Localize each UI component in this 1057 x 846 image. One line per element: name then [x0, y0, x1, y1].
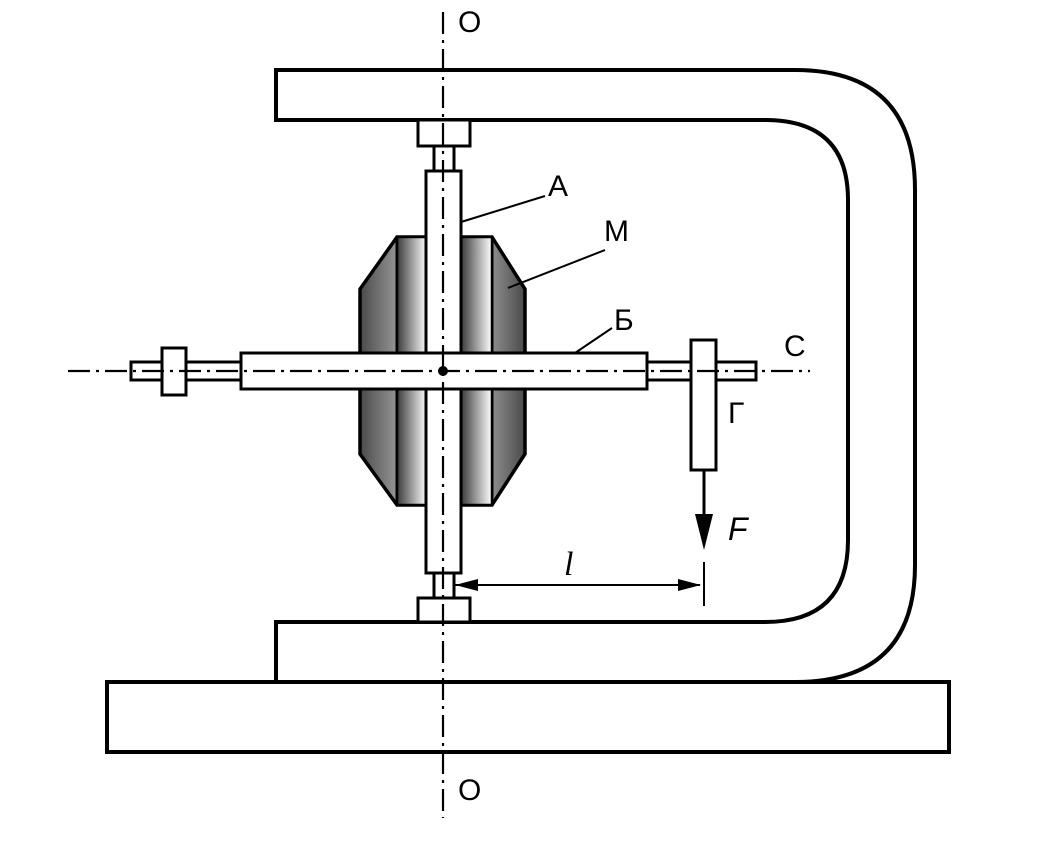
force-arrowhead: [695, 514, 713, 550]
label-axis-right: C: [784, 330, 806, 363]
center-point: [438, 366, 448, 376]
weight-g: [691, 340, 716, 470]
label-part-b: Б: [614, 304, 634, 337]
label-axis-top: O: [458, 6, 481, 39]
base-plate: [107, 682, 949, 752]
lever-arm-arrow-right: [678, 579, 701, 591]
leader-line-b: [575, 328, 612, 353]
label-part-g: Г: [728, 397, 744, 430]
leader-line-m: [508, 250, 605, 288]
lever-arm-arrow-left: [455, 579, 478, 591]
leader-line-a: [461, 196, 545, 222]
label-part-m: М: [604, 215, 629, 248]
label-force: F: [728, 511, 750, 547]
label-part-a: А: [548, 170, 568, 203]
label-lever-arm: l: [564, 546, 573, 583]
label-axis-bottom: O: [458, 774, 481, 807]
